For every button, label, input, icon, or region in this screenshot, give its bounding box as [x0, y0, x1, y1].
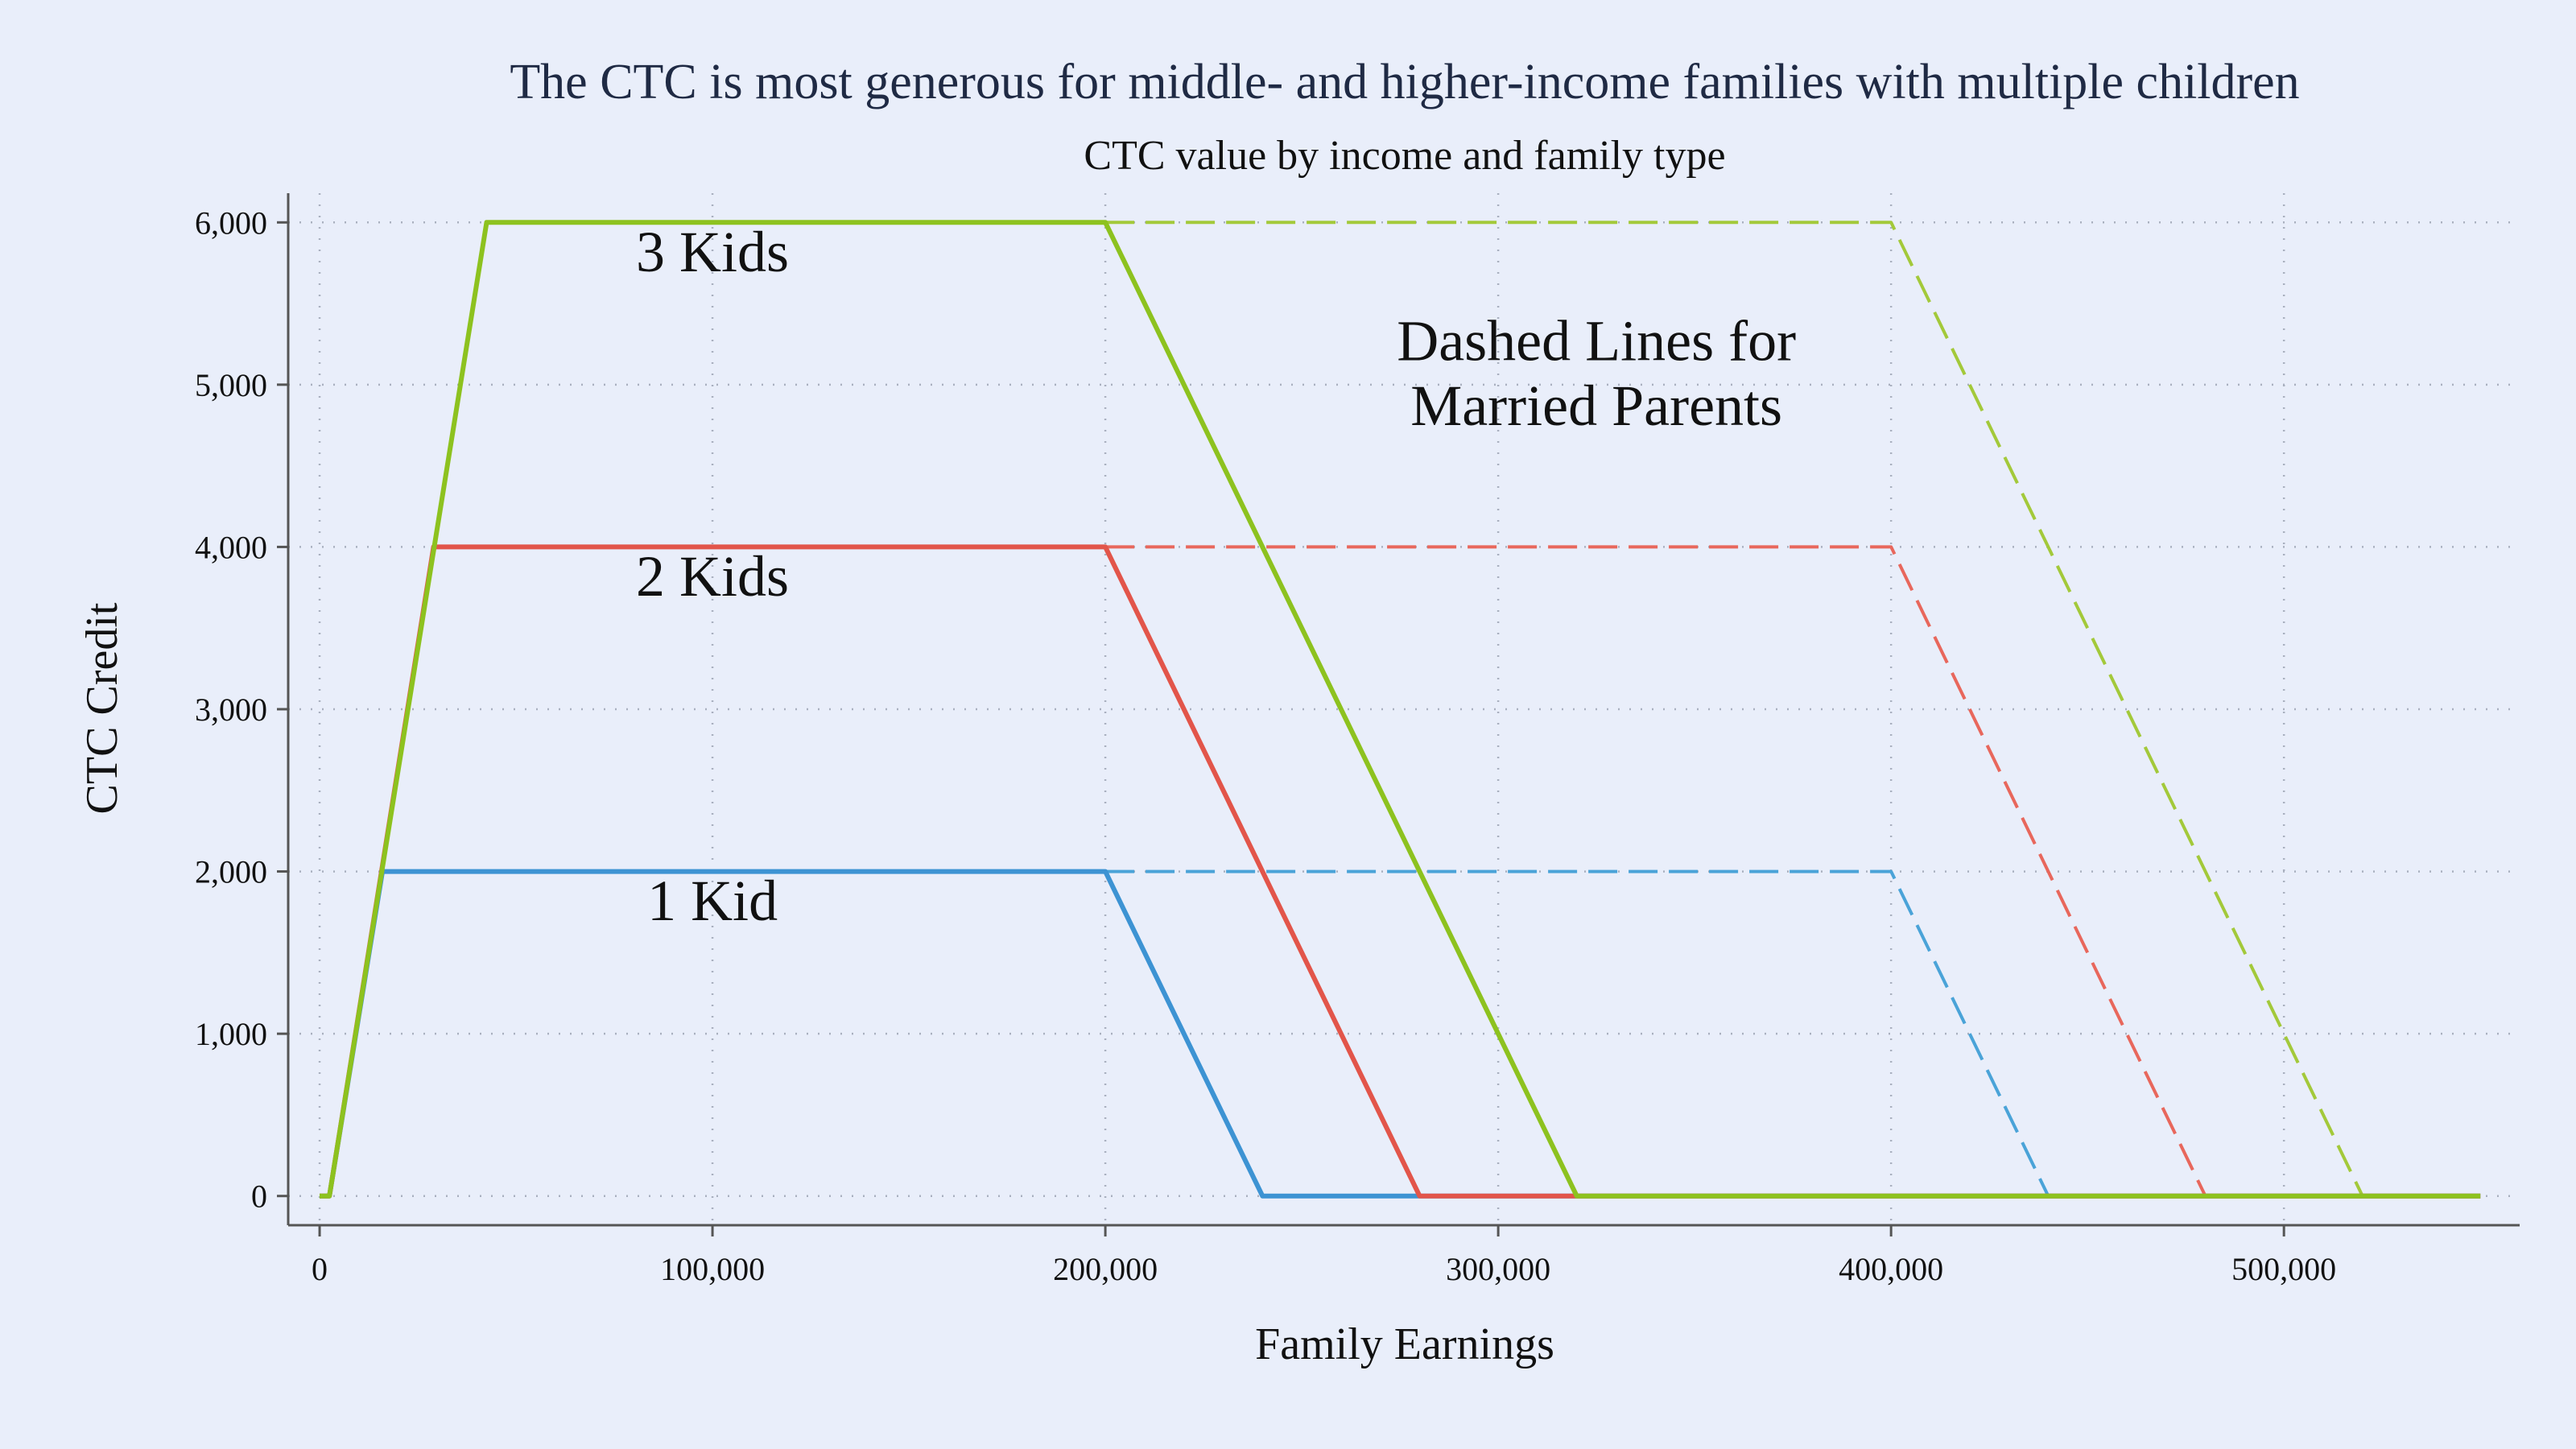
- series-line-1-kid-married: [1105, 869, 2050, 1197]
- y-axis-label: CTC Credit: [77, 602, 127, 814]
- series-line-3-kids-married: [1105, 221, 2364, 1197]
- y-tick-label: 1,000: [195, 1016, 267, 1052]
- series-line-1-kid-single: [320, 869, 2481, 1199]
- annotation-label: 3 Kids: [636, 220, 789, 284]
- x-tick-label: 100,000: [660, 1251, 765, 1287]
- series-line-3-kids-single: [320, 220, 2481, 1199]
- x-tick-label: 400,000: [1839, 1251, 1943, 1287]
- chart-subtitle: CTC value by income and family type: [1084, 133, 1725, 179]
- x-axis-label: Family Earnings: [1255, 1319, 1554, 1369]
- x-tick-label: 0: [312, 1251, 328, 1287]
- axes: [277, 193, 2520, 1236]
- y-tick-label: 3,000: [195, 691, 267, 728]
- x-tick-label: 300,000: [1446, 1251, 1550, 1287]
- tick-labels: 0 1,000 2,000 3,000 4,000 5,000 6,000 0 100,000 2…: [195, 204, 2336, 1287]
- y-tick-label: 4,000: [195, 529, 267, 565]
- series-lines: [320, 220, 2481, 1199]
- annotation-label: Married Parents: [1410, 374, 1782, 438]
- annotation-label: 1 Kid: [647, 869, 778, 933]
- annotation-label: 2 Kids: [636, 544, 789, 609]
- x-tick-label: 200,000: [1053, 1251, 1158, 1287]
- annotations: 3 Kids 2 Kids 1 Kid Dashed Lines forMarried…: [636, 220, 1796, 933]
- y-tick-label: 5,000: [195, 367, 267, 403]
- series-line-2-kids-married: [1105, 545, 2207, 1197]
- y-tick-label: 0: [251, 1179, 267, 1215]
- y-tick-label: 2,000: [195, 854, 267, 890]
- annotation-label: Dashed Lines for: [1397, 309, 1796, 374]
- x-tick-label: 500,000: [2231, 1251, 2336, 1287]
- chart-title: The CTC is most generous for middle- and…: [510, 55, 2299, 109]
- y-tick-label: 6,000: [195, 204, 267, 241]
